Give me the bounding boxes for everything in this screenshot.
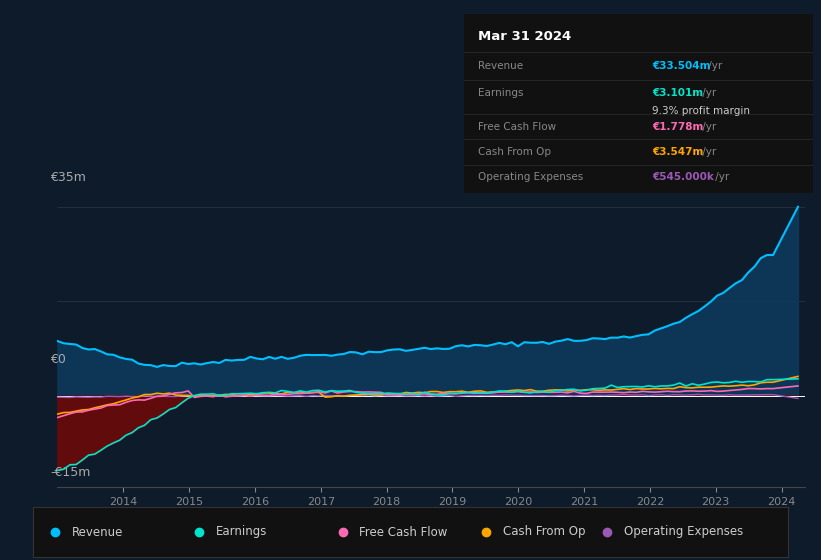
Text: Mar 31 2024: Mar 31 2024 [478, 30, 571, 43]
Text: Operating Expenses: Operating Expenses [623, 525, 743, 539]
Text: €3.101m: €3.101m [653, 88, 704, 98]
Text: /yr: /yr [699, 122, 716, 132]
Text: 9.3% profit margin: 9.3% profit margin [653, 106, 750, 116]
Text: /yr: /yr [712, 172, 729, 182]
Text: €35m: €35m [50, 171, 86, 184]
Text: Cash From Op: Cash From Op [502, 525, 585, 539]
Text: Earnings: Earnings [216, 525, 267, 539]
Text: /yr: /yr [699, 88, 716, 98]
Text: /yr: /yr [699, 147, 716, 157]
Text: Operating Expenses: Operating Expenses [478, 172, 583, 182]
Text: Revenue: Revenue [72, 525, 123, 539]
Text: €1.778m: €1.778m [653, 122, 704, 132]
Text: -€15m: -€15m [50, 466, 90, 479]
Text: €33.504m: €33.504m [653, 61, 711, 71]
Text: Free Cash Flow: Free Cash Flow [359, 525, 447, 539]
Text: Cash From Op: Cash From Op [478, 147, 551, 157]
Text: €3.547m: €3.547m [653, 147, 704, 157]
Text: Earnings: Earnings [478, 88, 523, 98]
Text: Revenue: Revenue [478, 61, 523, 71]
Text: €545.000k: €545.000k [653, 172, 714, 182]
Text: €0: €0 [50, 353, 66, 366]
Text: /yr: /yr [705, 61, 722, 71]
Text: Free Cash Flow: Free Cash Flow [478, 122, 556, 132]
